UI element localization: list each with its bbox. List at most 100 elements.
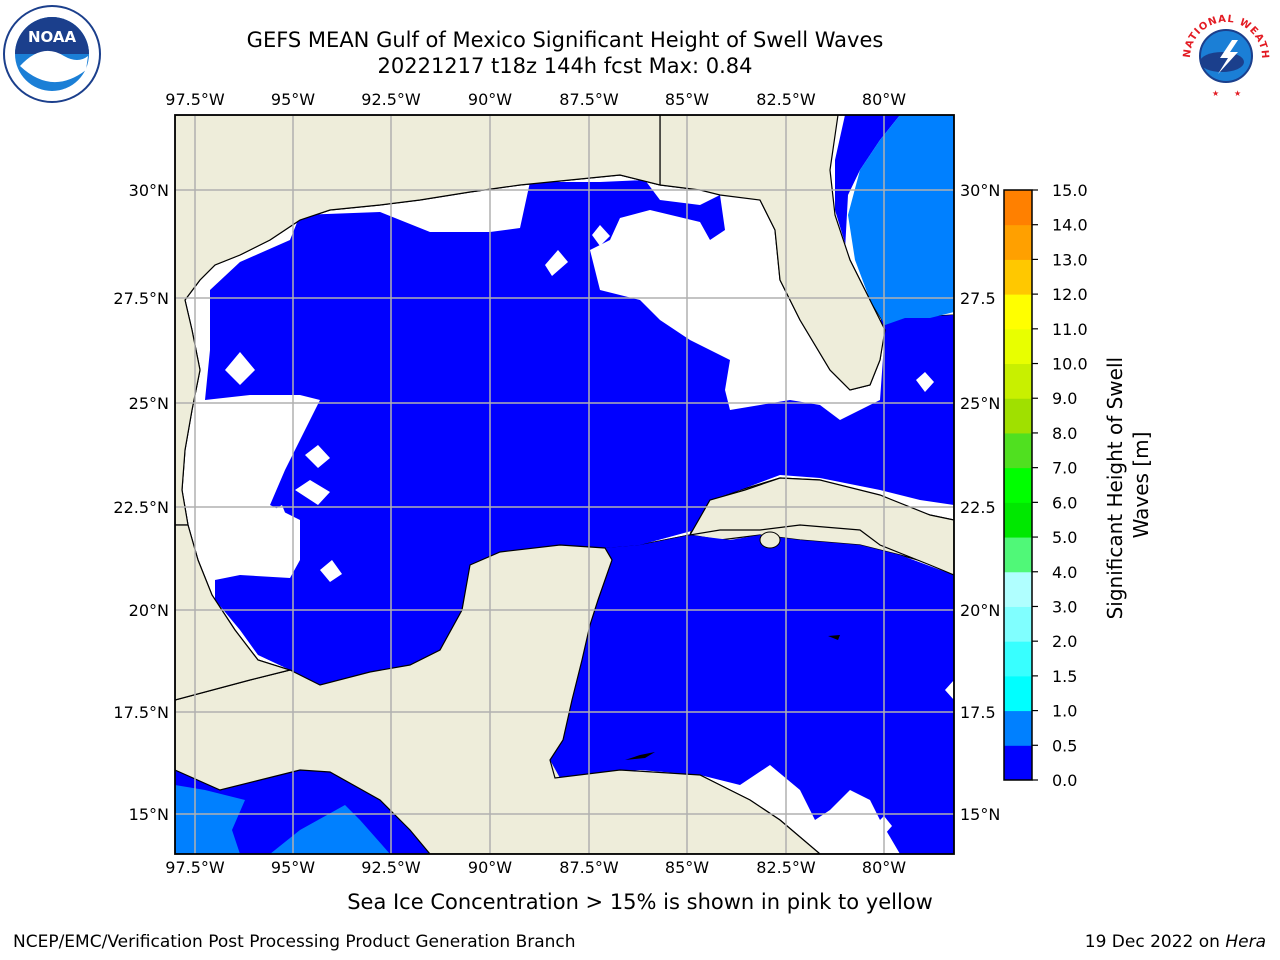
- colorbar-segment: [1004, 745, 1032, 781]
- lat-label-left: 25°N: [129, 394, 169, 413]
- lon-labels-bottom: 97.5°W 95°W 92.5°W 90°W 87.5°W 85°W 82.5…: [165, 858, 906, 877]
- colorbar-segment: [1004, 641, 1032, 677]
- colorbar-tick-label: 5.0: [1052, 528, 1077, 547]
- lon-label-top: 85°W: [665, 90, 709, 109]
- colorbar-tick-label: 10.0: [1052, 355, 1088, 374]
- colorbar-segment: [1004, 675, 1032, 712]
- colorbar-segment: [1004, 328, 1032, 365]
- colorbar-segment: [1004, 467, 1032, 503]
- lon-label-bottom: 92.5°W: [361, 858, 421, 877]
- swell-contour-0-0.5-pacific: [175, 770, 430, 854]
- map-area: [175, 115, 954, 854]
- map-frame: [174, 114, 955, 855]
- colorbar-tick-label: 12.0: [1052, 285, 1088, 304]
- colorbar-tick-label: 0.0: [1052, 771, 1077, 790]
- sea-ice-note: Sea Ice Concentration > 15% is shown in …: [347, 890, 933, 914]
- lat-label-left: 22.5°N: [113, 498, 169, 517]
- colorbar-segment: [1004, 398, 1032, 434]
- land-north-coast: [175, 115, 661, 526]
- chart-title: GEFS MEAN Gulf of Mexico Significant Hei…: [246, 28, 884, 52]
- lon-label-bottom: 80°W: [862, 858, 906, 877]
- colorbar-tick-label: 8.0: [1052, 424, 1077, 443]
- colorbar-tick-label: 15.0: [1052, 181, 1088, 200]
- lon-label-bottom: 95°W: [271, 858, 315, 877]
- colorbar-segment: [1004, 224, 1032, 260]
- lat-label-left: 15°N: [129, 805, 169, 824]
- lat-label-right: 22.5: [960, 498, 996, 517]
- lon-label-top: 97.5°W: [165, 90, 225, 109]
- colorbar-segment: [1004, 710, 1032, 746]
- land-mexico-west: [175, 524, 293, 701]
- lat-labels-left: 30°N 27.5°N 25°N 22.5°N 20°N 17.5°N 15°N: [113, 181, 169, 824]
- lat-label-right: 17.5: [960, 703, 996, 722]
- lon-label-bottom: 85°W: [665, 858, 709, 877]
- noaa-logo-text: NOAA: [28, 28, 77, 46]
- colorbar-tick-label: 4.0: [1052, 563, 1077, 582]
- cayman-islands: [828, 635, 840, 640]
- colorbar-segment: [1004, 571, 1032, 607]
- lat-label-left: 17.5°N: [113, 703, 169, 722]
- footer-branch: NCEP/EMC/Verification Post Processing Pr…: [13, 932, 576, 952]
- lat-label-right: 25°N: [960, 394, 1000, 413]
- colorbar-tick-label: 2.0: [1052, 632, 1077, 651]
- colorbar-segment: [1004, 259, 1032, 295]
- colorbar-label-line2: Waves [m]: [1129, 432, 1153, 539]
- colorbar-tick-label: 7.0: [1052, 459, 1077, 478]
- lat-label-left: 27.5°N: [113, 289, 169, 308]
- colorbar-label-line1: Significant Height of Swell: [1103, 357, 1127, 619]
- swell-contour-0-0.5-atlantic: [835, 115, 954, 340]
- colorbar-segment: [1004, 606, 1032, 642]
- colorbar-segment: [1004, 432, 1032, 469]
- lat-labels-right: 30°N 27.5 25°N 22.5 20°N 17.5 15°N: [960, 181, 1000, 824]
- lat-label-right: 27.5: [960, 289, 996, 308]
- bay-islands: [625, 752, 655, 760]
- lon-label-top: 82.5°W: [756, 90, 816, 109]
- noaa-logo-icon: NOAA: [3, 5, 101, 103]
- colorbar-tick-label: 6.0: [1052, 493, 1077, 512]
- swell-contour-0.5-1.0-atlantic: [848, 115, 954, 325]
- colorbar: [1003, 189, 1033, 781]
- colorbar-ticks: 15.0 14.0 13.0 12.0 11.0 10.0 9.0 8.0 7.0 6.0 5.0 4…: [1032, 181, 1088, 790]
- colorbar-segment: [1004, 502, 1032, 538]
- lon-label-top: 90°W: [468, 90, 512, 109]
- colorbar-tick-label: 1.5: [1052, 667, 1077, 686]
- swell-contour-0-0.5-caribbean: [550, 535, 954, 854]
- lon-label-bottom: 82.5°W: [756, 858, 816, 877]
- lon-label-top: 95°W: [271, 90, 315, 109]
- lat-label-left: 30°N: [129, 181, 169, 200]
- colorbar-tick-label: 0.5: [1052, 736, 1077, 755]
- svg-text:★: ★: [1234, 89, 1241, 98]
- colorbar-tick-label: 11.0: [1052, 320, 1088, 339]
- colorbar-tick-label: 14.0: [1052, 216, 1088, 235]
- lon-label-bottom: 97.5°W: [165, 858, 225, 877]
- isla-juventud: [759, 531, 781, 549]
- lon-label-bottom: 87.5°W: [559, 858, 619, 877]
- footer-host: Hera: [1225, 932, 1266, 952]
- lat-label-right: 15°N: [960, 805, 1000, 824]
- lon-label-top: 80°W: [862, 90, 906, 109]
- colorbar-label: Significant Height of Swell Waves [m]: [1103, 357, 1153, 619]
- colorbar-segment: [1004, 294, 1032, 330]
- swell-contour-0-0.5-gulf: [205, 180, 954, 685]
- lat-label-right: 20°N: [960, 601, 1000, 620]
- lon-label-top: 87.5°W: [559, 90, 619, 109]
- land-florida: [659, 115, 886, 391]
- nws-logo-icon: NATIONAL WEATHER SERVICE ★ ★: [1176, 4, 1274, 102]
- colorbar-segment: [1004, 363, 1032, 399]
- colorbar-frame: [1003, 189, 1033, 781]
- colorbar-tick-label: 9.0: [1052, 389, 1077, 408]
- svg-text:★: ★: [1212, 89, 1219, 98]
- map-gridlines: [175, 115, 954, 854]
- colorbar-segment: [1004, 190, 1032, 226]
- land-cuba: [688, 477, 954, 576]
- chart-subtitle: 20221217 t18z 144h fcst Max: 0.84: [377, 54, 753, 78]
- footer-date-text: 19 Dec 2022 on: [1084, 932, 1226, 952]
- lon-label-bottom: 90°W: [468, 858, 512, 877]
- lon-label-top: 92.5°W: [361, 90, 421, 109]
- colorbar-tick-label: 3.0: [1052, 597, 1077, 616]
- lat-label-left: 20°N: [129, 601, 169, 620]
- land-yucatan: [175, 544, 821, 854]
- colorbar-segment: [1004, 537, 1032, 573]
- colorbar-tick-label: 13.0: [1052, 250, 1088, 269]
